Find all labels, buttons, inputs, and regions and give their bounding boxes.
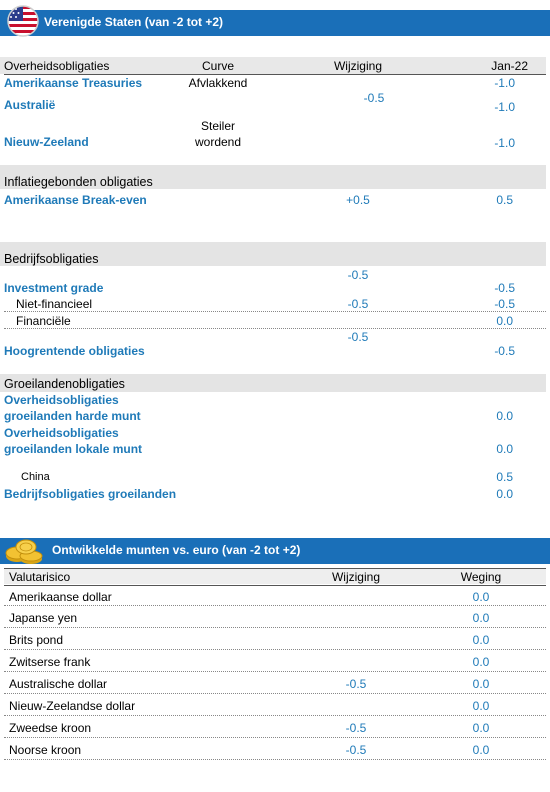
emerging-local-jan: 0.0 — [496, 442, 513, 456]
newzealand-curve-1: Steiler — [200, 119, 235, 133]
us-flag-icon — [6, 4, 40, 41]
hy-change: -0.5 — [347, 330, 369, 344]
financial-jan: 0.0 — [496, 314, 513, 328]
bonds-header-row — [0, 57, 546, 74]
fx-row-weight: 0.0 — [472, 699, 490, 713]
inflation-header: Inflatiegebonden obligaties — [4, 175, 153, 189]
nonfinancial-change: -0.5 — [347, 297, 369, 311]
divider — [4, 759, 546, 760]
fx-banner-title: Ontwikkelde munten vs. euro (van -2 tot … — [52, 543, 301, 557]
government-change: -0.5 — [363, 91, 385, 105]
treasuries-jan: -1.0 — [494, 76, 515, 90]
fx-row-weight: 0.0 — [472, 655, 490, 669]
newzealand-label: Nieuw-Zeeland — [4, 135, 89, 149]
divider — [4, 737, 546, 738]
fx-row-change: -0.5 — [345, 721, 367, 735]
australia-label: Australië — [4, 98, 56, 112]
fx-col-risk: Valutarisico — [9, 570, 71, 584]
treasuries-curve: Afvlakkend — [188, 76, 248, 90]
fx-row-weight: 0.0 — [472, 721, 490, 735]
col-category: Overheidsobligaties — [4, 59, 110, 73]
breakeven-jan: 0.5 — [496, 193, 513, 207]
fx-row-label: Amerikaanse dollar — [9, 590, 112, 604]
us-banner-title: Verenigde Staten (van -2 tot +2) — [44, 15, 224, 29]
corporate-header: Bedrijfsobligaties — [4, 252, 99, 266]
emerging-hard-jan: 0.0 — [496, 409, 513, 423]
divider — [4, 693, 546, 694]
emerging-corporate-label: Bedrijfsobligaties groeilanden — [4, 487, 177, 501]
fx-header-topline — [4, 568, 546, 569]
high-yield-label: Hoogrentende obligaties — [4, 344, 145, 358]
col-change: Wijziging — [333, 59, 382, 73]
fx-row-label: Zwitserse frank — [9, 655, 91, 669]
fx-row-weight: 0.0 — [472, 611, 490, 625]
emerging-hard-label-1: Overheidsobligaties — [4, 393, 119, 407]
ig-change: -0.5 — [347, 268, 369, 282]
china-jan: 0.5 — [496, 470, 513, 484]
corporate-section-bg — [0, 242, 546, 266]
divider — [4, 715, 546, 716]
coins-icon — [4, 534, 46, 569]
fx-row-weight: 0.0 — [472, 633, 490, 647]
emerging-corporate-jan: 0.0 — [496, 487, 513, 501]
breakeven-change: +0.5 — [346, 193, 370, 207]
nonfinancial-label: Niet-financieel — [16, 297, 93, 311]
emerging-local-label-2: groeilanden lokale munt — [4, 442, 143, 456]
fx-row-weight: 0.0 — [472, 590, 490, 604]
fx-row-label: Zweedse kroon — [9, 721, 92, 735]
newzealand-curve-2: wordend — [194, 135, 242, 149]
fx-row-label: Japanse yen — [9, 611, 78, 625]
divider — [4, 649, 546, 650]
nonfinancial-jan: -0.5 — [494, 297, 515, 311]
fx-row-weight: 0.0 — [472, 677, 490, 691]
high-yield-jan: -0.5 — [494, 344, 515, 358]
newzealand-jan: -1.0 — [494, 136, 515, 150]
fx-col-change: Wijziging — [331, 570, 380, 584]
investment-grade-label: Investment grade — [4, 281, 104, 295]
fx-header-underline — [4, 585, 546, 586]
fx-row-change: -0.5 — [345, 743, 367, 757]
col-curve: Curve — [201, 59, 234, 73]
inflation-section-bg — [0, 165, 546, 189]
divider — [4, 627, 546, 628]
treasuries-label: Amerikaanse Treasuries — [4, 76, 143, 90]
emerging-local-label-1: Overheidsobligaties — [4, 426, 119, 440]
divider — [4, 671, 546, 672]
investment-grade-jan: -0.5 — [494, 281, 515, 295]
fx-row-weight: 0.0 — [472, 743, 490, 757]
fx-row-label: Noorse kroon — [9, 743, 82, 757]
fx-col-weight: Weging — [460, 570, 502, 584]
emerging-section-bg — [0, 374, 546, 392]
australia-jan: -1.0 — [494, 100, 515, 114]
breakeven-label: Amerikaanse Break-even — [4, 193, 147, 207]
emerging-hard-label-2: groeilanden harde munt — [4, 409, 141, 423]
divider — [4, 605, 546, 606]
fx-row-change: -0.5 — [345, 677, 367, 691]
fx-row-label: Nieuw-Zeelandse dollar — [9, 699, 136, 713]
fx-row-label: Brits pond — [9, 633, 64, 647]
fx-header-row — [4, 569, 546, 584]
financial-label: Financiële — [16, 314, 71, 328]
fx-banner: Ontwikkelde munten vs. euro (van -2 tot … — [0, 538, 550, 564]
us-banner: Verenigde Staten (van -2 tot +2) — [0, 5, 550, 37]
divider — [4, 328, 546, 329]
china-label: China — [21, 471, 50, 483]
fx-row-label: Australische dollar — [9, 677, 108, 691]
emerging-header: Groeilandenobligaties — [4, 377, 125, 391]
col-jan: Jan-22 — [491, 59, 528, 73]
header-underline — [4, 74, 546, 75]
divider — [4, 311, 546, 312]
